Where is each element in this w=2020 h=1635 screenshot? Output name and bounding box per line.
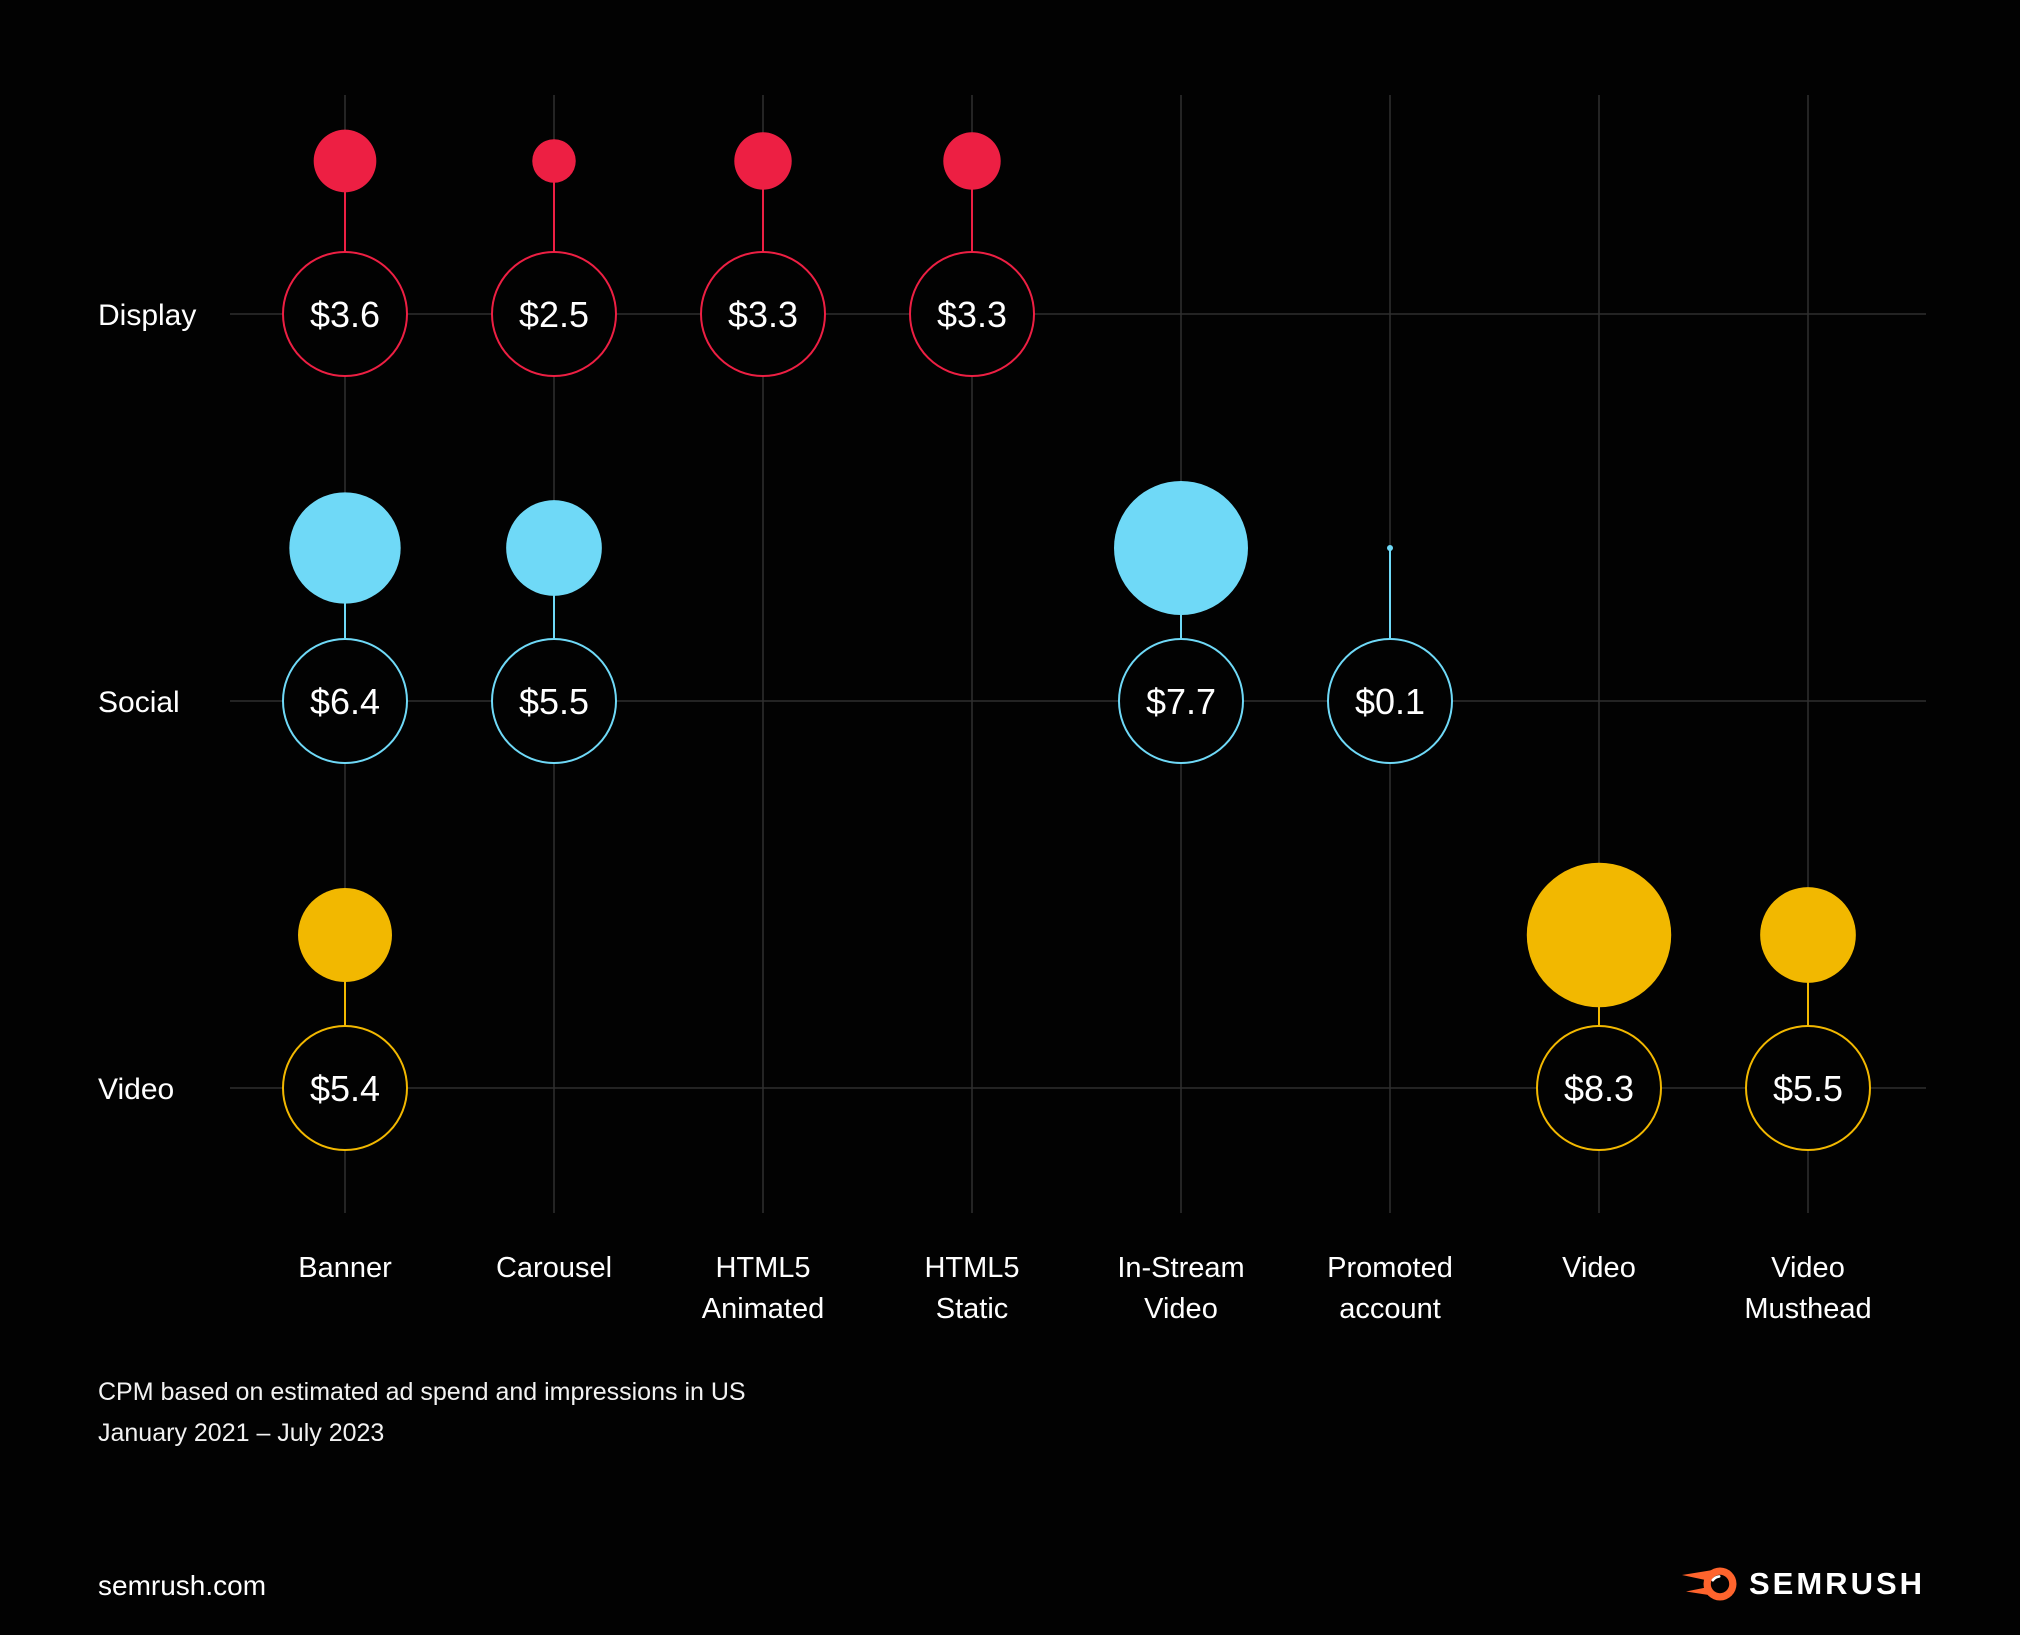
- value-label-display-html5-animated: $3.3: [728, 294, 798, 335]
- value-label-display-carousel: $2.5: [519, 294, 589, 335]
- bubble-social-in-stream-video: [1114, 481, 1248, 615]
- value-label-video-video: $8.3: [1564, 1068, 1634, 1109]
- value-label-social-banner: $6.4: [310, 681, 380, 722]
- value-circle-display-carousel: [491, 251, 617, 377]
- value-circle-display-html5-animated: [700, 251, 826, 377]
- bubble-display-html5-static: [943, 132, 1001, 190]
- value-label-display-html5-static: $3.3: [937, 294, 1007, 335]
- site-url: semrush.com: [98, 1570, 267, 1601]
- value-label-video-video-musthead: $5.5: [1773, 1068, 1843, 1109]
- value-circle-display-banner: [282, 251, 408, 377]
- semrush-logo: SEMRUSH: [1682, 1564, 1925, 1604]
- value-circle-video-video: [1536, 1025, 1662, 1151]
- chart-footnote: CPM based on estimated ad spend and impr…: [98, 1372, 746, 1454]
- row-label-video: Video: [98, 1073, 174, 1106]
- col-label-video-musthead-line1: Video: [1771, 1252, 1845, 1284]
- value-circle-social-promoted-account: [1327, 638, 1453, 764]
- col-label-in-stream-video-line2: Video: [1144, 1293, 1218, 1325]
- semrush-logo-text: SEMRUSH: [1749, 1566, 1926, 1601]
- value-circle-social-banner: [282, 638, 408, 764]
- value-label-social-in-stream-video: $7.7: [1146, 681, 1216, 722]
- value-label-display-banner: $3.6: [310, 294, 380, 335]
- col-label-carousel-line1: Carousel: [496, 1252, 612, 1284]
- col-label-html5-static-line2: Static: [936, 1293, 1009, 1325]
- col-label-video-musthead-line2: Musthead: [1744, 1293, 1871, 1325]
- value-circle-social-carousel: [491, 638, 617, 764]
- bubble-display-banner: [313, 129, 377, 193]
- value-circle-video-video-musthead: [1745, 1025, 1871, 1151]
- col-label-html5-static-line1: HTML5: [924, 1252, 1019, 1284]
- col-label-html5-animated-line2: Animated: [702, 1293, 825, 1325]
- value-label-video-banner: $5.4: [310, 1068, 380, 1109]
- row-label-display: Display: [98, 299, 196, 332]
- value-label-social-promoted-account: $0.1: [1355, 681, 1425, 722]
- value-label-social-carousel: $5.5: [519, 681, 589, 722]
- col-label-in-stream-video-line1: In-Stream: [1117, 1252, 1244, 1284]
- value-circle-video-banner: [282, 1025, 408, 1151]
- bubble-video-video-musthead: [1760, 887, 1856, 983]
- bubble-video-video: [1526, 862, 1672, 1008]
- bubble-social-banner: [289, 492, 401, 604]
- col-label-banner-line1: Banner: [298, 1252, 392, 1284]
- col-label-promoted-account-line1: Promoted: [1327, 1252, 1453, 1284]
- value-circle-display-html5-static: [909, 251, 1035, 377]
- bubble-display-html5-animated: [734, 132, 792, 190]
- bubble-display-carousel: [532, 139, 576, 183]
- col-label-video-line1: Video: [1562, 1252, 1636, 1284]
- semrush-flame-icon: [1682, 1567, 1737, 1601]
- footnote-line-2: January 2021 – July 2023: [98, 1419, 385, 1447]
- col-label-html5-animated-line1: HTML5: [715, 1252, 810, 1284]
- footnote-line-1: CPM based on estimated ad spend and impr…: [98, 1378, 746, 1406]
- bubble-social-promoted-account: [1387, 545, 1393, 551]
- value-circle-social-in-stream-video: [1118, 638, 1244, 764]
- bubble-social-carousel: [506, 500, 602, 596]
- col-label-promoted-account-line2: account: [1339, 1293, 1441, 1325]
- row-label-social: Social: [98, 686, 180, 719]
- bubble-video-banner: [298, 888, 392, 982]
